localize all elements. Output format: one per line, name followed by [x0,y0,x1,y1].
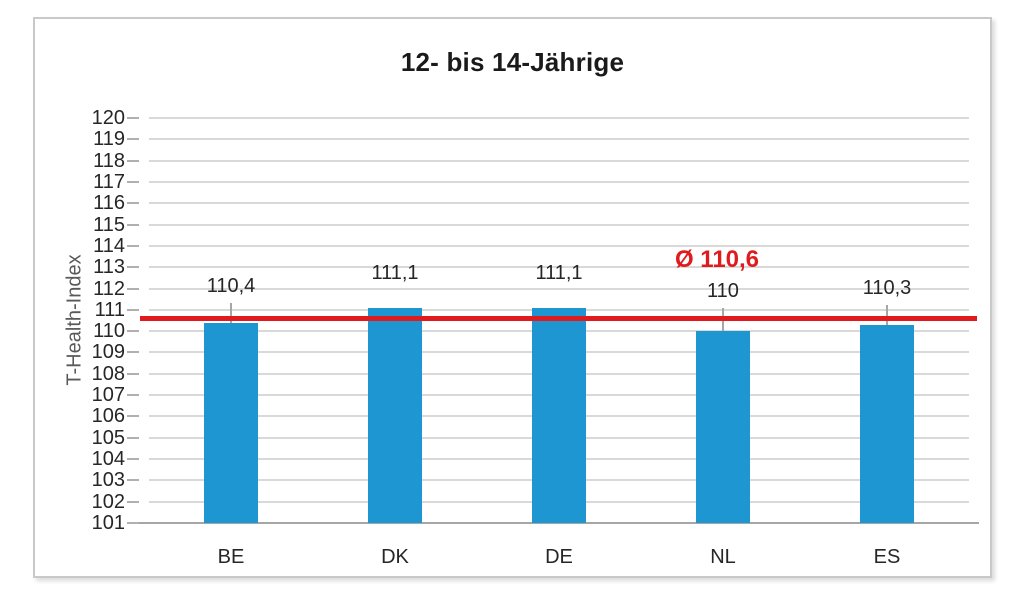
category-label-BE: BE [217,546,245,568]
category-label-ES: ES [873,546,901,568]
y-tick-mark-110 [127,330,139,333]
y-tick-label-101: 101 [91,512,125,534]
y-tick-label-104: 104 [91,448,125,471]
y-tick-label-115: 115 [93,213,125,236]
y-tick-label-119: 119 [93,128,125,151]
plot-area: 101 102 103 104 105 106 107 108 109 110 111 112 113 1… [92,107,979,568]
gridline-120 [149,117,969,119]
gridline-114 [149,244,969,247]
bar-NL [696,331,750,523]
y-tick-mark-101 [127,522,139,524]
gridline-117 [149,180,969,183]
value-label-NL: 110 [707,279,739,302]
y-tick-mark-109 [127,351,139,354]
bar-ES [860,324,914,523]
y-tick-mark-120 [127,117,139,119]
y-tick-mark-112 [127,287,139,290]
value-label-DE: 111,1 [535,261,583,284]
mean-value-label: Ø 110,6 [674,246,760,273]
y-tick-mark-103 [127,479,139,482]
y-tick-mark-111 [127,308,139,311]
y-tick-mark-104 [127,458,139,461]
y-tick-mark-108 [127,372,139,375]
y-tick-label-117: 117 [93,170,125,193]
y-tick-label-110: 110 [93,320,125,343]
y-tick-label-105: 105 [91,426,125,449]
y-tick-mark-106 [127,415,139,418]
y-tick-label-116: 116 [93,192,125,215]
gridline-116 [149,202,969,205]
y-tick-label-111: 111 [94,298,125,321]
y-tick-label-112: 112 [93,277,125,300]
gridline-115 [149,223,969,226]
y-tick-label-120: 120 [91,107,125,129]
y-tick-mark-102 [127,500,139,503]
y-tick-mark-119 [127,138,139,141]
y-tick-mark-113 [127,266,139,269]
chart-title: 12- bis 14-Jährige [400,47,625,77]
category-label-DK: DK [381,546,409,568]
chart-frame: 12- bis 14-Jährige T-Health-Index 101 102… [33,17,992,578]
gridline-112 [149,287,969,290]
bar-DE [532,307,586,523]
category-label-NL: NL [710,546,736,568]
y-tick-mark-107 [127,394,139,397]
error-whisker-ES [886,304,888,325]
mean-line [140,315,977,321]
gridline-119 [149,138,969,141]
value-label-DK: 111,1 [371,261,419,284]
y-tick-mark-115 [127,223,139,226]
bar-DK [368,307,422,523]
value-label-ES: 110,3 [862,276,912,299]
bar-BE [204,322,258,523]
y-tick-label-118: 118 [93,149,125,172]
gridline-118 [149,159,969,162]
y-tick-mark-114 [127,244,139,247]
y-tick-label-106: 106 [91,405,125,428]
y-tick-label-109: 109 [91,341,125,364]
y-tick-mark-117 [127,180,139,183]
y-tick-mark-116 [127,202,139,205]
y-tick-mark-118 [127,159,139,162]
gridline-113 [149,266,969,269]
y-tick-mark-105 [127,436,139,439]
y-tick-label-103: 103 [91,469,125,492]
y-tick-label-102: 102 [91,490,125,513]
y-tick-label-113: 113 [93,256,125,279]
error-whisker-BE [230,303,232,323]
y-tick-label-107: 107 [91,384,125,407]
value-label-BE: 110,4 [206,275,256,298]
y-tick-label-108: 108 [91,362,125,385]
y-tick-label-114: 114 [93,234,125,257]
x-axis-line [139,522,979,524]
category-label-DE: DE [545,546,573,568]
